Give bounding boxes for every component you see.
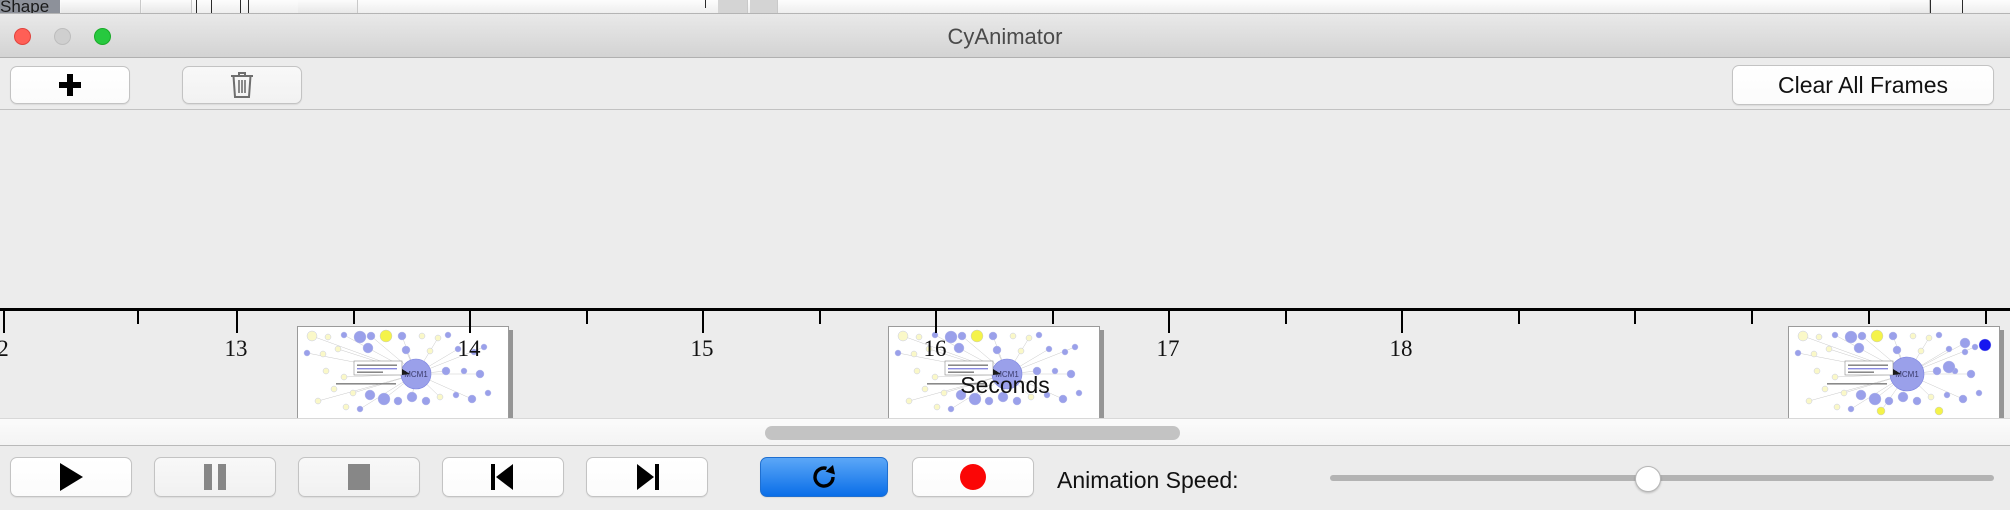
svg-text:MCM1: MCM1 bbox=[1895, 370, 1919, 379]
skip-back-icon bbox=[491, 464, 515, 490]
svg-text:MCM1: MCM1 bbox=[404, 370, 428, 379]
tick-label: 2 bbox=[0, 336, 9, 361]
tick-minor bbox=[1868, 311, 1870, 324]
animation-speed-label: Animation Speed: bbox=[1057, 467, 1239, 493]
minimize-button[interactable] bbox=[54, 28, 71, 45]
clear-all-frames-label: Clear All Frames bbox=[1778, 71, 1948, 98]
slider-track bbox=[1330, 475, 1994, 481]
tick-major bbox=[3, 311, 5, 333]
play-button[interactable] bbox=[10, 457, 132, 497]
loop-icon bbox=[813, 465, 835, 488]
tick-minor bbox=[1634, 311, 1636, 324]
tick-minor bbox=[586, 311, 588, 324]
skip-to-start-button[interactable] bbox=[442, 457, 564, 497]
tick-major bbox=[469, 311, 471, 333]
tick-label: 16 bbox=[923, 336, 947, 361]
loop-button[interactable] bbox=[760, 457, 888, 497]
window-title: CyAnimator bbox=[947, 24, 1063, 49]
record-button[interactable] bbox=[912, 457, 1034, 497]
timeline-frame[interactable]: MCM1 bbox=[297, 326, 509, 418]
timeline-axis-line bbox=[0, 308, 2010, 311]
tick-label: 17 bbox=[1156, 336, 1180, 361]
tick-minor bbox=[1518, 311, 1520, 324]
tick-minor bbox=[1052, 311, 1054, 324]
tick-label: 13 bbox=[224, 336, 248, 361]
close-button[interactable] bbox=[14, 28, 31, 45]
stop-button[interactable] bbox=[298, 457, 420, 497]
skip-to-end-button[interactable] bbox=[586, 457, 708, 497]
tick-label: 14 bbox=[457, 336, 481, 361]
timeline-panel[interactable]: MCM1 MCM1 MCM1 bbox=[0, 110, 2010, 418]
delete-frame-button[interactable] bbox=[182, 66, 302, 104]
record-icon bbox=[960, 464, 986, 490]
tick-minor bbox=[353, 311, 355, 324]
tick-major bbox=[1168, 311, 1170, 333]
toolbar: Clear All Frames bbox=[0, 58, 2010, 110]
tick-minor bbox=[1985, 311, 1987, 324]
tick-major bbox=[702, 311, 704, 333]
tick-major bbox=[236, 311, 238, 333]
skip-forward-icon bbox=[635, 464, 659, 490]
trash-icon bbox=[231, 72, 253, 98]
animation-speed-slider[interactable] bbox=[1330, 466, 1994, 492]
playback-controls: Animation Speed: bbox=[0, 446, 2010, 510]
maximize-button[interactable] bbox=[94, 28, 111, 45]
tick-minor bbox=[137, 311, 139, 324]
tick-minor bbox=[819, 311, 821, 324]
add-frame-button[interactable] bbox=[10, 66, 130, 104]
tick-minor bbox=[1285, 311, 1287, 324]
timeline-frame[interactable]: MCM1 bbox=[1788, 326, 2000, 418]
tick-label: 15 bbox=[690, 336, 714, 361]
tick-minor bbox=[1751, 311, 1753, 324]
tick-major bbox=[1401, 311, 1403, 333]
background-window-strip: Shape bbox=[0, 0, 2010, 14]
horizontal-scrollbar[interactable] bbox=[0, 418, 2010, 446]
pause-button[interactable] bbox=[154, 457, 276, 497]
tick-label: 18 bbox=[1389, 336, 1413, 361]
tick-major bbox=[935, 311, 937, 333]
plus-icon bbox=[59, 74, 81, 96]
timeline-frame[interactable]: MCM1 bbox=[888, 326, 1100, 418]
slider-thumb[interactable] bbox=[1635, 466, 1661, 492]
clear-all-frames-button[interactable]: Clear All Frames bbox=[1732, 65, 1994, 105]
axis-title: Seconds bbox=[960, 372, 1050, 398]
pause-icon bbox=[204, 464, 226, 490]
scrollbar-thumb[interactable] bbox=[765, 426, 1180, 440]
play-icon bbox=[59, 463, 83, 491]
background-window-label: Shape bbox=[0, 0, 50, 14]
stop-icon bbox=[348, 464, 370, 490]
title-bar: CyAnimator bbox=[0, 14, 2010, 58]
svg-text:MCM1: MCM1 bbox=[995, 370, 1019, 379]
